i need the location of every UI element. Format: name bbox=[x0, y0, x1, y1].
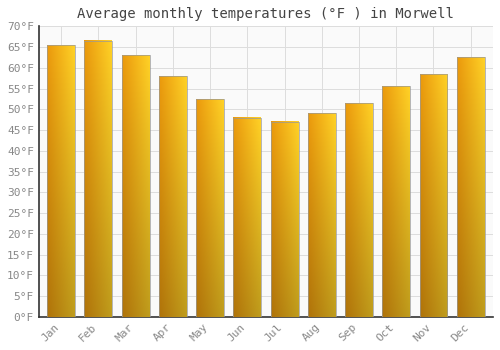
Bar bbox=[345, 103, 373, 317]
Bar bbox=[270, 122, 298, 317]
Bar bbox=[420, 74, 448, 317]
Bar bbox=[382, 86, 410, 317]
Bar bbox=[457, 57, 484, 317]
Bar bbox=[84, 41, 112, 317]
Bar bbox=[196, 99, 224, 317]
Bar bbox=[420, 74, 448, 317]
Bar bbox=[159, 76, 187, 317]
Bar bbox=[382, 86, 410, 317]
Bar bbox=[345, 103, 373, 317]
Bar bbox=[84, 41, 112, 317]
Bar bbox=[159, 76, 187, 317]
Title: Average monthly temperatures (°F ) in Morwell: Average monthly temperatures (°F ) in Mo… bbox=[78, 7, 454, 21]
Bar bbox=[122, 55, 150, 317]
Bar bbox=[122, 55, 150, 317]
Bar bbox=[270, 122, 298, 317]
Bar bbox=[308, 113, 336, 317]
Bar bbox=[457, 57, 484, 317]
Bar bbox=[47, 45, 75, 317]
Bar bbox=[234, 118, 262, 317]
Bar bbox=[308, 113, 336, 317]
Bar bbox=[234, 118, 262, 317]
Bar bbox=[47, 45, 75, 317]
Bar bbox=[196, 99, 224, 317]
